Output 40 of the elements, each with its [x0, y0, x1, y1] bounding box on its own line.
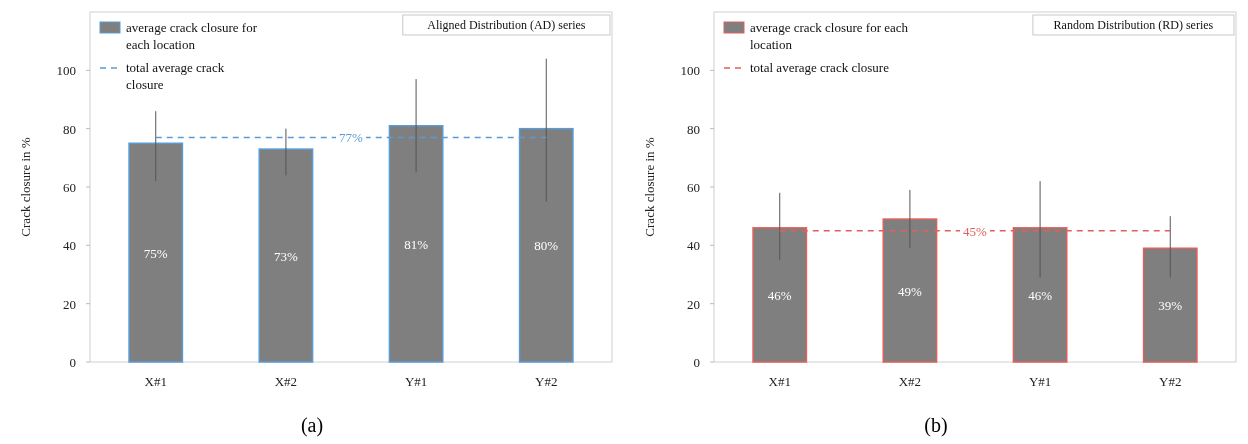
- data-label: 39%: [1158, 298, 1183, 314]
- data-label: 80%: [534, 238, 559, 254]
- x-tick-label: Y#2: [535, 374, 558, 389]
- y-tick-label: 100: [680, 63, 700, 79]
- data-label: 73%: [273, 248, 298, 264]
- legend-label: total average crack closure: [126, 60, 225, 92]
- text: (b): [924, 414, 948, 437]
- annotation: 45%: [963, 223, 988, 239]
- data-label: 49%: [897, 283, 922, 299]
- y-tick-label: 40: [63, 238, 76, 254]
- y-tick-label: 60: [687, 180, 700, 195]
- y-tick-label: 80: [63, 121, 76, 137]
- x-tick-label: Y#1: [404, 374, 428, 389]
- x-tick-label: Y#2: [1159, 374, 1182, 389]
- y-tick-label: 20: [63, 296, 76, 312]
- y-axis-title: Crack closure in %: [18, 137, 33, 237]
- legend-label: average crack closure for each location: [750, 20, 909, 52]
- x-tick-label: X#2: [274, 374, 298, 389]
- annotation: 77%: [339, 130, 364, 146]
- legend-label: average crack closure for each location: [126, 20, 258, 52]
- y-tick-label: 20: [687, 296, 700, 312]
- data-label: 46%: [1028, 287, 1053, 303]
- legend-label: total average crack closure: [750, 60, 890, 75]
- text: (a): [300, 414, 324, 437]
- text: Random Distribution (RD) series: [1053, 18, 1214, 32]
- data-label: 46%: [767, 287, 792, 303]
- y-tick-label: 80: [687, 121, 700, 137]
- y-tick-label: 0: [693, 355, 700, 370]
- y-tick-label: 0: [69, 355, 76, 370]
- data-label: 81%: [404, 236, 429, 252]
- y-tick-label: 100: [56, 63, 76, 79]
- data-label: 75%: [143, 245, 168, 261]
- x-tick-label: X#1: [768, 374, 791, 389]
- x-tick-label: X#2: [898, 374, 922, 389]
- y-tick-label: 40: [687, 238, 700, 254]
- y-tick-label: 60: [63, 180, 76, 195]
- y-axis-title: Crack closure in %: [642, 137, 657, 237]
- text: Aligned Distribution (AD) series: [427, 18, 586, 32]
- x-tick-label: X#1: [144, 374, 167, 389]
- x-tick-label: Y#1: [1028, 374, 1052, 389]
